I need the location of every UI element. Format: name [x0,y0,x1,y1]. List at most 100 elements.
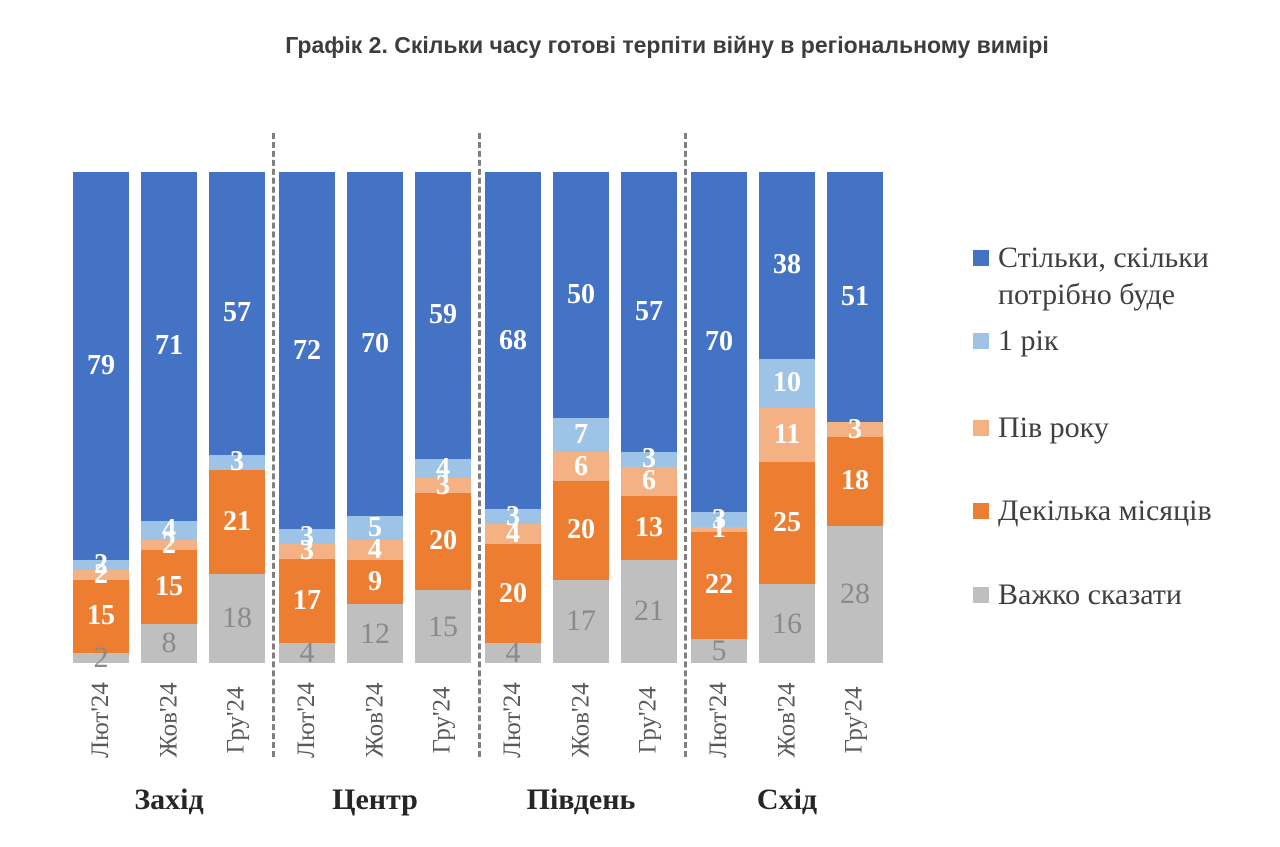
bar-segment: 15 [415,590,471,663]
bar-segment: 57 [209,172,265,455]
segment-value-label: 3 [506,500,520,532]
segment-value-label: 2 [94,558,108,590]
segment-value-label: 21 [223,505,251,537]
segment-value-label: 12 [360,616,390,650]
axis-tick-text: Гру'24 [429,686,456,754]
bar-segment: 1 [691,515,747,543]
bar-segment: 6 [553,451,609,482]
bar-segment: 6 [621,466,677,497]
segment-value-label: 9 [368,565,382,597]
axis-tick-label: Жов'24 [553,670,609,770]
segment-value-label: 38 [773,249,801,281]
bar-segment: 4 [141,516,197,544]
segment-value-label: 17 [293,585,321,616]
bar-segment: 3 [691,505,747,533]
axis-tick-text: Лют'24 [87,682,115,758]
plot-area: 2 15 2 2 79 Лют'24 8 15 2 4 71 Жов'24 18 21 3 57 Гру'24 З… [73,133,933,847]
axis-tick-label: Жов'24 [141,670,197,770]
bar-segment: 21 [621,559,677,663]
segment-value-label: 59 [429,299,457,331]
bar-segment: 2 [73,560,129,588]
bar-segment: 3 [621,445,677,473]
bar-segment: 3 [827,415,883,443]
segment-value-label: 70 [705,326,733,358]
legend-label: 1 рік [998,324,1059,357]
segment-value-label: 17 [566,604,596,638]
region-label: Захід [134,783,204,816]
bar-segment: 5 [347,513,403,541]
axis-tick-label: Гру'24 [209,670,265,770]
segment-value-label: 13 [635,511,663,543]
legend-label: Важко сказати [998,578,1182,611]
axis-tick-text: Жов'24 [155,682,183,758]
segment-value-label: 79 [87,349,115,381]
bar-segment: 20 [415,492,471,591]
segment-value-label: 70 [361,327,389,359]
segment-value-label: 57 [635,295,663,327]
segment-value-label: 6 [574,450,588,482]
segment-value-label: 3 [642,443,656,475]
bar-segment: 12 [347,604,403,663]
legend-label: Пів року [998,411,1109,444]
axis-tick-text: Лют'24 [293,682,321,758]
bar-segment: 3 [279,537,335,565]
bar-segment: 68 [485,172,541,510]
segment-value-label: 15 [87,600,115,632]
axis-tick-label: Гру'24 [621,670,677,770]
segment-value-label: 3 [436,469,450,501]
bar-segment: 3 [485,502,541,530]
bar-segment: 51 [827,172,883,423]
segment-value-label: 68 [499,324,527,356]
segment-value-label: 1 [712,513,726,545]
region-separator [684,133,687,757]
axis-tick-text: Жов'24 [567,682,595,758]
segment-value-label: 3 [712,503,726,535]
axis-tick-label: Гру'24 [827,670,883,770]
segment-value-label: 6 [642,465,656,497]
legend-label: Декілька місяців [998,494,1212,527]
legend-item: Стільки, скільки потрібно буде [973,240,1273,313]
legend-item: Пів року [973,410,1109,447]
bar-segment: 4 [347,536,403,564]
segment-value-label: 5 [368,511,382,543]
segment-value-label: 57 [223,297,251,329]
axis-tick-label: Лют'24 [279,670,335,770]
bar-segment: 17 [553,579,609,663]
bar-segment: 70 [691,172,747,513]
bar-segment: 79 [73,172,129,560]
bar-segment: 15 [73,579,129,654]
bar-segment: 3 [279,522,335,550]
bar-segment: 25 [759,461,815,585]
axis-tick-label: Жов'24 [347,670,403,770]
segment-value-label: 4 [299,636,315,670]
bar-segment: 16 [759,584,815,663]
bar-segment: 50 [553,172,609,418]
segment-value-label: 2 [162,529,176,561]
legend-item: Декілька місяців [973,493,1212,530]
segment-value-label: 51 [841,281,869,313]
bar-segment: 70 [347,172,403,516]
bar-segment: 18 [209,573,265,663]
segment-value-label: 2 [94,548,108,580]
bar-segment: 71 [141,172,197,521]
bar-segment: 21 [209,469,265,574]
axis-tick-text: Гру'24 [635,686,662,754]
legend-swatch-icon [973,587,989,603]
segment-value-label: 18 [841,465,869,497]
legend-swatch-icon [973,503,989,519]
axis-tick-text: Жов'24 [773,682,801,758]
bar-segment: 20 [485,543,541,644]
bar-segment: 13 [621,496,677,560]
bar-segment: 4 [279,638,335,668]
bar-segment: 4 [485,638,541,668]
bar-segment: 72 [279,172,335,530]
region-separator [478,133,481,757]
bar-segment: 5 [691,635,747,665]
bar-segment: 4 [485,520,541,548]
bar-segment: 2 [73,550,129,578]
bar-segment: 20 [553,481,609,580]
bar-segment: 9 [347,559,403,605]
bar-segment: 17 [279,558,335,644]
axis-tick-label: Лют'24 [485,670,541,770]
